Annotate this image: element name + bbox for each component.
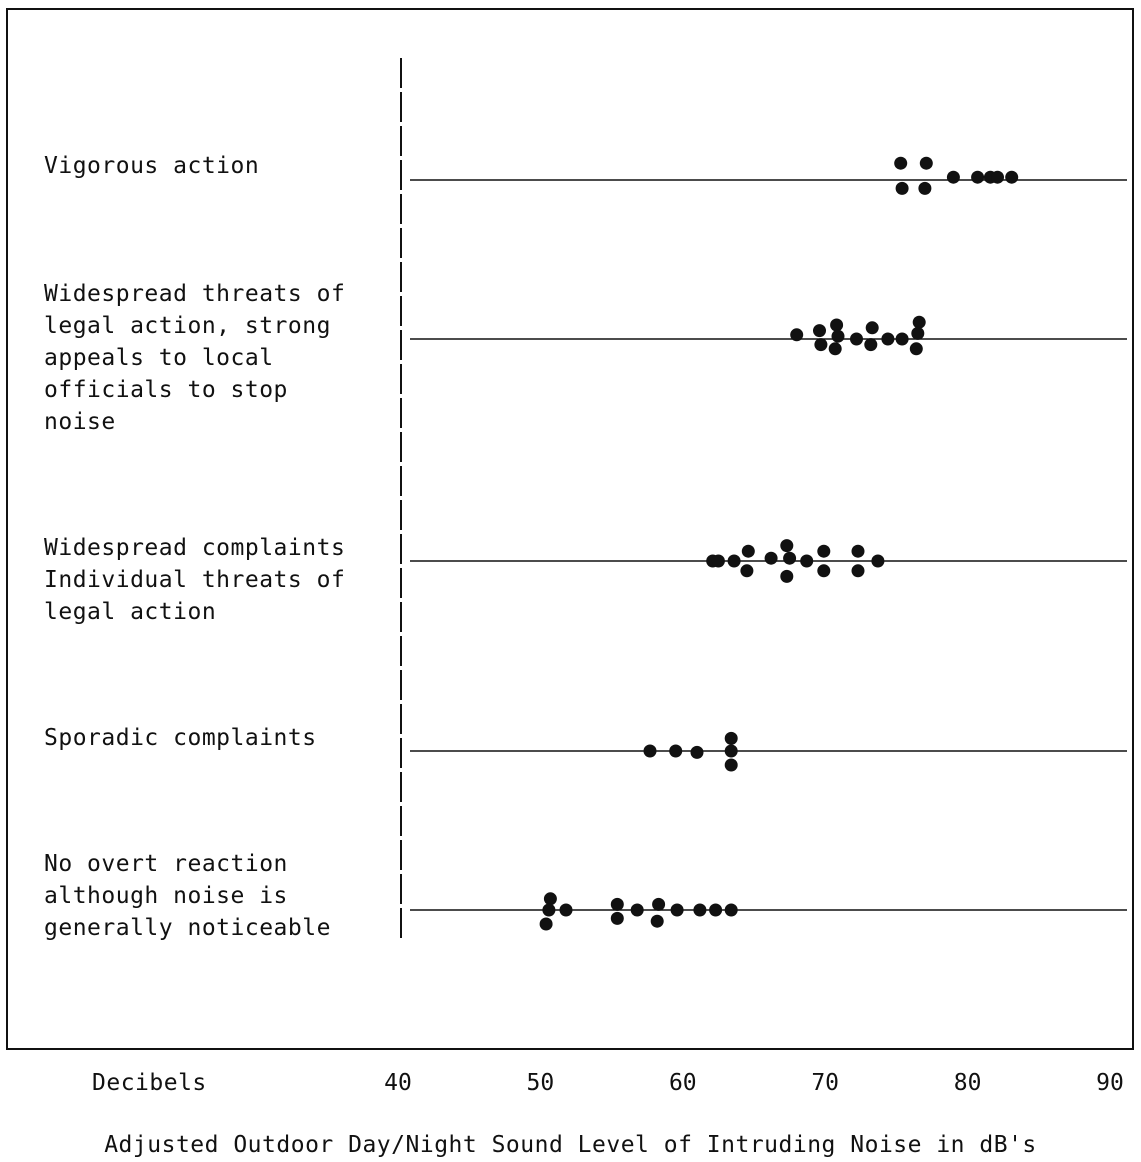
data-point [817, 544, 831, 558]
category-label: No overt reaction although noise is gene… [44, 851, 331, 941]
x-axis-title: Adjusted Outdoor Day/Night Sound Level o… [104, 1132, 1037, 1158]
data-point [911, 326, 925, 340]
x-tick-label: 70 [811, 1070, 840, 1096]
data-point [864, 338, 878, 352]
data-point [865, 321, 879, 335]
data-point [946, 170, 960, 184]
data-point [918, 181, 932, 195]
data-point [610, 911, 624, 925]
data-point [912, 315, 926, 329]
data-point [881, 332, 895, 346]
x-unit-label: Decibels [92, 1070, 207, 1096]
data-point [724, 731, 738, 745]
x-tick-label: 40 [384, 1070, 412, 1096]
x-tick-label: 80 [953, 1070, 982, 1096]
category-label: Widespread threats of legal action, stro… [44, 281, 346, 435]
data-point [724, 758, 738, 772]
data-point [851, 564, 865, 578]
data-point [650, 914, 664, 928]
data-point [652, 897, 666, 911]
chart-frame [6, 8, 1134, 1050]
data-point [740, 564, 754, 578]
data-point [539, 917, 553, 931]
x-tick-label: 90 [1096, 1070, 1124, 1096]
data-point [559, 903, 573, 917]
data-point [895, 332, 909, 346]
data-point [894, 156, 908, 170]
data-point [800, 554, 814, 568]
data-point [741, 544, 755, 558]
data-point [709, 903, 723, 917]
data-point [871, 554, 885, 568]
data-point [630, 903, 644, 917]
x-tick-label: 60 [668, 1070, 697, 1096]
category-label: Widespread complaints Individual threats… [44, 535, 346, 625]
data-point [724, 903, 738, 917]
data-point [1005, 170, 1019, 184]
data-point [780, 539, 794, 553]
data-point [895, 181, 909, 195]
category-rows [410, 156, 1127, 931]
category-label: Sporadic complaints [44, 725, 317, 751]
data-point [830, 318, 844, 332]
data-point [783, 551, 797, 565]
data-point [814, 338, 828, 352]
data-point [909, 342, 923, 356]
data-point [724, 744, 738, 758]
data-point [764, 551, 778, 565]
data-point [971, 170, 985, 184]
data-point [851, 544, 865, 558]
data-point [610, 897, 624, 911]
data-point [542, 903, 556, 917]
data-point [790, 328, 804, 342]
data-point [831, 329, 845, 343]
data-point [643, 744, 657, 758]
data-point [690, 745, 704, 759]
data-point [813, 324, 826, 338]
data-point [543, 892, 557, 906]
category-label: Vigorous action [44, 153, 260, 179]
data-point [670, 903, 684, 917]
data-point [817, 564, 831, 578]
data-point [991, 170, 1004, 184]
data-point [919, 156, 933, 170]
data-point [693, 903, 707, 917]
x-tick-label: 50 [526, 1070, 555, 1096]
data-point [711, 554, 725, 568]
data-point [850, 332, 863, 346]
data-point [828, 342, 842, 356]
data-point [780, 569, 794, 583]
data-point [727, 554, 741, 568]
data-point [669, 744, 683, 758]
